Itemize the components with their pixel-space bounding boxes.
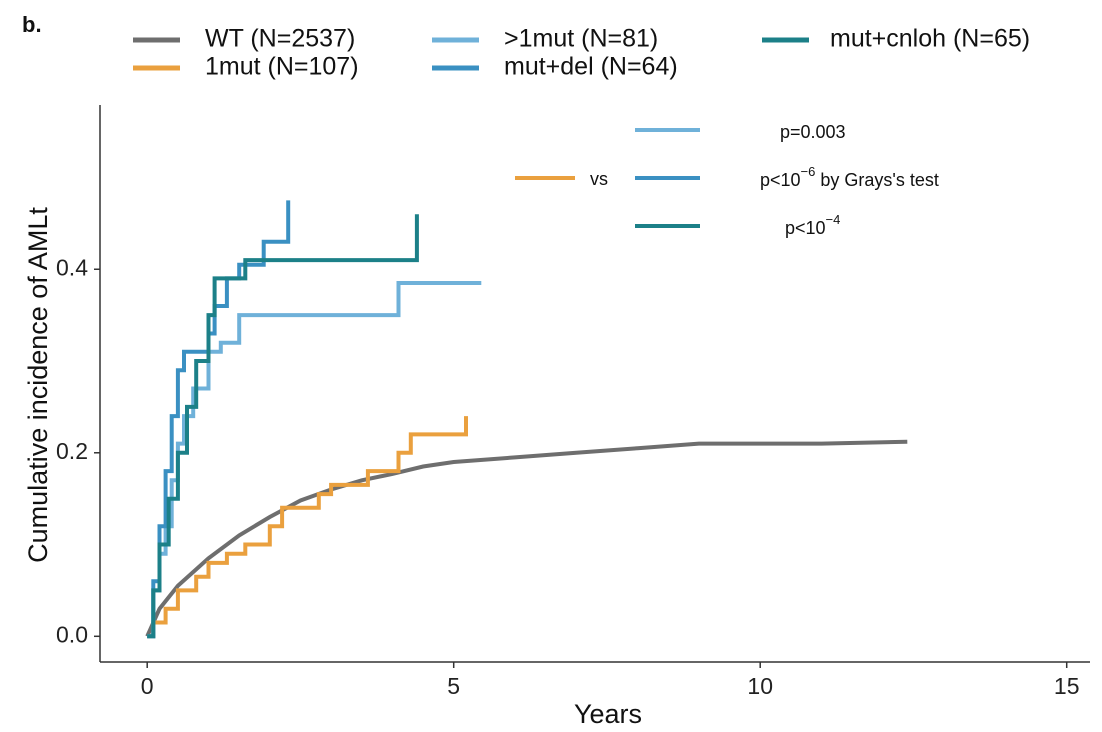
p-value: p<10: [760, 170, 801, 190]
legend-label: >1mut (N=81): [504, 25, 658, 53]
annotation-vs: vs: [590, 169, 608, 189]
y-tick-label: 0.4: [56, 254, 88, 280]
y-tick-label: 0.0: [56, 621, 88, 647]
legend-label: mut+del (N=64): [504, 53, 678, 81]
annotation-text: p=0.003: [780, 122, 846, 142]
annotation-text: p<10−4: [785, 212, 840, 237]
series-line: [147, 200, 291, 639]
x-tick-label: 15: [1054, 673, 1080, 699]
x-tick-label: 0: [141, 673, 154, 699]
p-value: p<10: [785, 218, 826, 238]
x-axis-label: Years: [574, 699, 642, 729]
y-axis-label: Cumulative incidence of AMLt: [23, 207, 53, 563]
annotation-text: p<10−6 by Grays's test: [760, 164, 939, 189]
x-tick-label: 5: [447, 673, 460, 699]
p-exponent: −4: [826, 212, 841, 227]
p-exponent: −6: [801, 164, 816, 179]
legend-label: WT (N=2537): [205, 25, 355, 53]
legend-label: 1mut (N=107): [205, 53, 359, 81]
y-tick-label: 0.2: [56, 438, 88, 464]
series-line: [145, 439, 908, 638]
legend-label: mut+cnloh (N=65): [830, 25, 1030, 53]
series-line: [147, 416, 468, 639]
panel-label: b.: [22, 12, 42, 37]
p-value: p=0.003: [780, 122, 846, 142]
series-line: [147, 214, 419, 639]
x-tick-label: 10: [747, 673, 773, 699]
p-test: by Grays's test: [815, 170, 938, 190]
